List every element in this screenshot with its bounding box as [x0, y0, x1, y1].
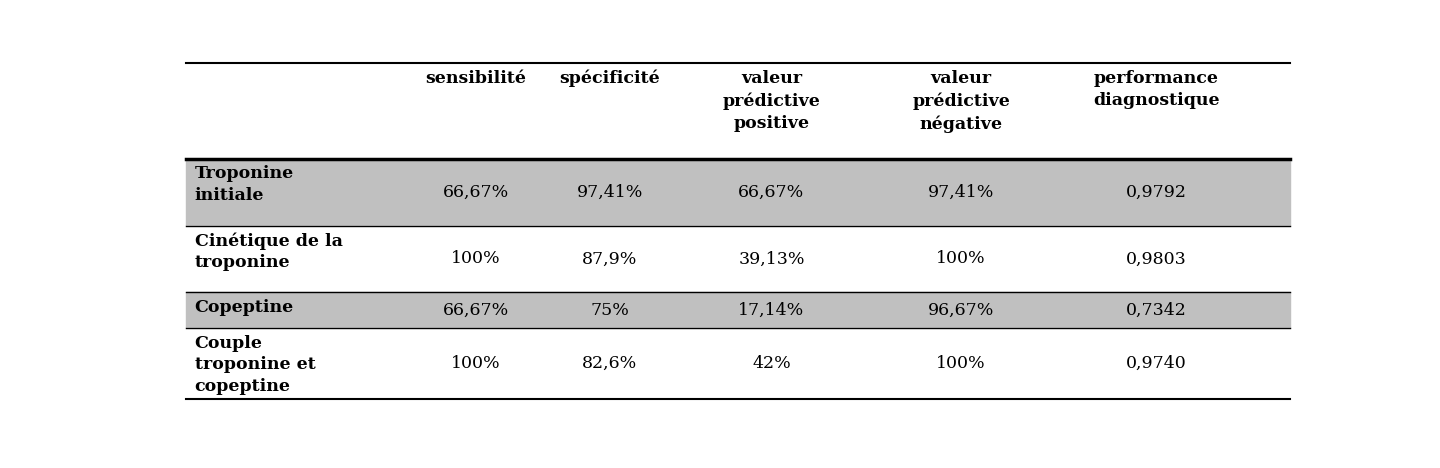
- Text: Couple
troponine et
copeptine: Couple troponine et copeptine: [194, 335, 315, 395]
- Text: 87,9%: 87,9%: [582, 250, 638, 267]
- Text: sensibilité: sensibilité: [425, 70, 526, 87]
- Text: 39,13%: 39,13%: [739, 250, 805, 267]
- Text: 66,67%: 66,67%: [442, 184, 508, 201]
- Text: 97,41%: 97,41%: [576, 184, 642, 201]
- Text: 100%: 100%: [936, 250, 986, 267]
- Text: 66,67%: 66,67%: [739, 184, 805, 201]
- Text: Troponine
initiale: Troponine initiale: [194, 165, 294, 204]
- Bar: [186, 63, 1290, 159]
- Text: 66,67%: 66,67%: [442, 302, 508, 319]
- Bar: [186, 292, 1290, 328]
- Bar: [186, 159, 1290, 226]
- Text: 17,14%: 17,14%: [739, 302, 805, 319]
- Text: 75%: 75%: [590, 302, 629, 319]
- Text: 82,6%: 82,6%: [582, 355, 638, 372]
- Text: 96,67%: 96,67%: [927, 302, 995, 319]
- Text: 0,7342: 0,7342: [1126, 302, 1187, 319]
- Text: 100%: 100%: [451, 355, 501, 372]
- Text: valeur
prédictive
négative: valeur prédictive négative: [913, 70, 1009, 132]
- Bar: [186, 328, 1290, 398]
- Text: 42%: 42%: [752, 355, 791, 372]
- Text: 0,9740: 0,9740: [1126, 355, 1187, 372]
- Text: Copeptine: Copeptine: [194, 299, 294, 316]
- Text: valeur
prédictive
positive: valeur prédictive positive: [723, 70, 821, 132]
- Text: 97,41%: 97,41%: [927, 184, 995, 201]
- Text: 100%: 100%: [936, 355, 986, 372]
- Text: 0,9792: 0,9792: [1126, 184, 1187, 201]
- Bar: [186, 226, 1290, 292]
- Text: 0,9803: 0,9803: [1126, 250, 1187, 267]
- Text: 100%: 100%: [451, 250, 501, 267]
- Text: Cinétique de la
troponine: Cinétique de la troponine: [194, 232, 343, 271]
- Text: performance
diagnostique: performance diagnostique: [1093, 70, 1220, 109]
- Text: spécificité: spécificité: [559, 70, 660, 88]
